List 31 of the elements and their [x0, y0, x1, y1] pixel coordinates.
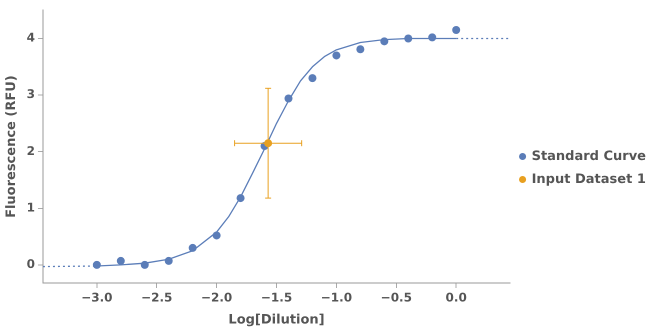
y-tick-label: 1 — [26, 200, 35, 214]
point — [212, 231, 221, 240]
y-tick-label: 3 — [26, 87, 35, 102]
x-tick-label: −1.5 — [260, 290, 292, 304]
y-tick-label: 0 — [26, 257, 35, 272]
x-tick-label: −3.0 — [81, 290, 113, 304]
x-tick-label: −2.5 — [141, 290, 172, 304]
point — [452, 26, 460, 34]
point — [164, 256, 173, 265]
point — [284, 94, 292, 102]
x-tick-label: −0.5 — [380, 290, 412, 304]
point — [332, 51, 340, 60]
point — [236, 194, 245, 202]
x-axis-title: Log[Dilution] — [228, 312, 325, 328]
x-tick-label: −1.0 — [320, 290, 352, 304]
point — [404, 34, 412, 42]
legend-label: Standard Curve — [532, 148, 646, 164]
y-axis-title: Fluorescence (RFU) — [4, 75, 20, 218]
y-tick-label: 4 — [26, 30, 35, 45]
legend-label: Input Dataset 1 — [532, 172, 646, 187]
x-tick-label: −2.0 — [200, 290, 232, 304]
point — [140, 260, 149, 269]
point — [356, 45, 364, 54]
point — [308, 74, 316, 82]
point — [116, 256, 125, 265]
point — [92, 260, 101, 269]
point — [380, 37, 388, 46]
point — [188, 244, 197, 252]
y-tick-label: 2 — [26, 144, 35, 158]
x-tick-label: 0.0 — [446, 290, 467, 304]
point — [428, 33, 436, 42]
